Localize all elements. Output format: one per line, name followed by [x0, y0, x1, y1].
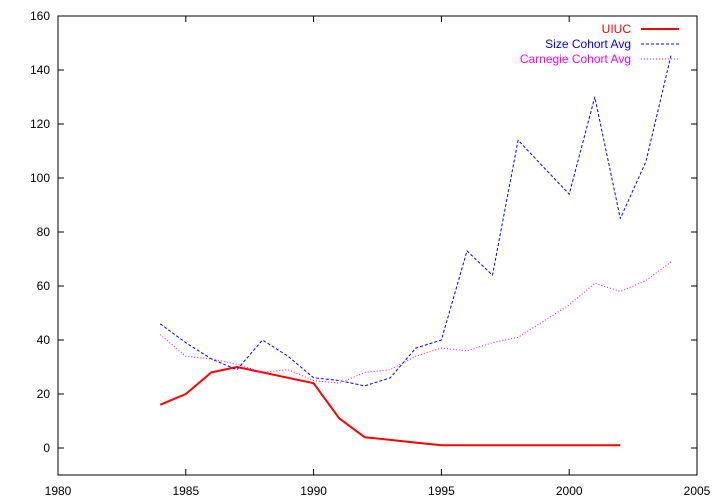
y-tick-label: 100 — [30, 171, 50, 185]
x-tick-label: 1990 — [300, 484, 327, 498]
axis-ticks — [57, 15, 698, 475]
x-tick-label: 1995 — [428, 484, 455, 498]
y-tick-label: 0 — [43, 441, 50, 455]
x-tick-label: 2000 — [556, 484, 583, 498]
series-line-0 — [159, 366, 621, 447]
plot-frame — [57, 15, 698, 476]
y-tick-label: 20 — [37, 387, 51, 401]
legend-label-0: UIUC — [602, 22, 632, 36]
series-line-1 — [159, 53, 672, 387]
series-lines — [159, 53, 672, 447]
legend-label-1: Size Cohort Avg — [545, 37, 631, 51]
x-tick-label: 1985 — [172, 484, 199, 498]
series-line-2 — [159, 261, 672, 384]
y-tick-label: 80 — [37, 225, 51, 239]
legend-label-2: Carnegie Cohort Avg — [520, 52, 631, 66]
y-tick-label: 160 — [30, 9, 50, 23]
y-tick-label: 40 — [37, 333, 51, 347]
y-tick-label: 120 — [30, 117, 50, 131]
x-tick-label: 1980 — [45, 484, 72, 498]
y-tick-label: 60 — [37, 279, 51, 293]
axis-tick-labels: 1980 1985 1990 1995 2000 2005 0 20 40 60 80 100 120 1… — [30, 9, 711, 498]
x-tick-label: 2005 — [684, 484, 711, 498]
y-tick-label: 140 — [30, 63, 50, 77]
